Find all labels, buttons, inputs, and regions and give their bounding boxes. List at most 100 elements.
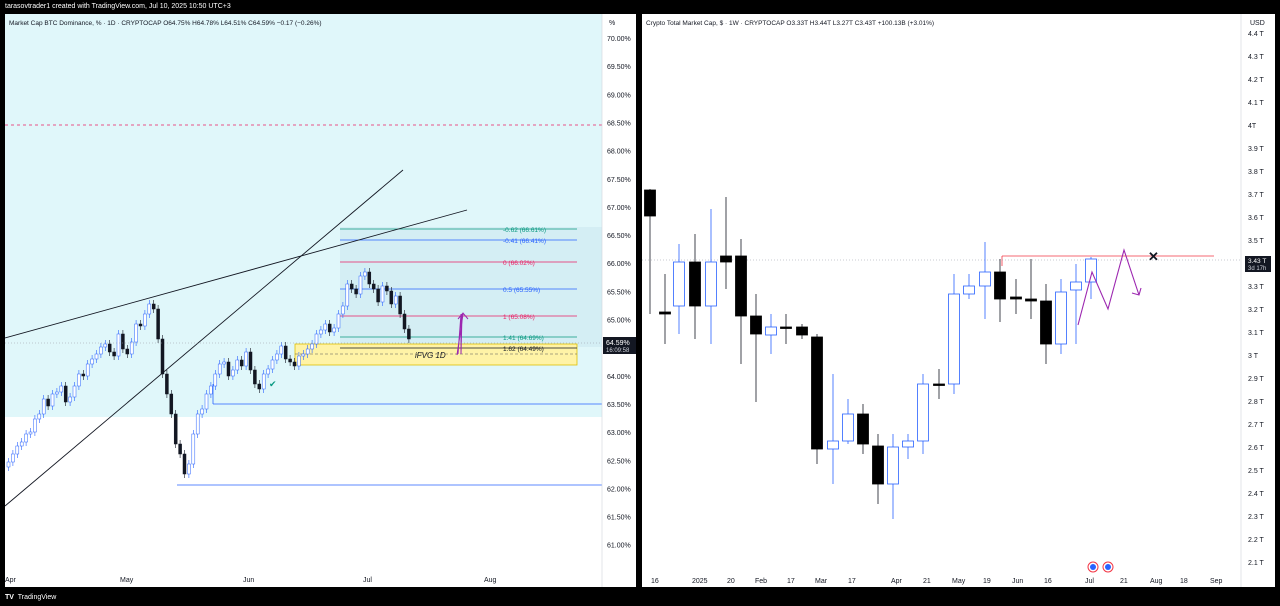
time-tick: 17 bbox=[848, 578, 856, 585]
projection-arrowhead bbox=[1131, 287, 1142, 296]
price-tick: 69.00% bbox=[607, 92, 631, 99]
current-price-tag: 64.59% 16:09:58 bbox=[603, 337, 636, 354]
total-market-cap-chart-canvas[interactable]: ✕ 4.4 T 4.3 T 4.2 T 4.1 T 4T 3.9 T 3.8 T 3.7 T 3… bbox=[642, 14, 1275, 587]
candle-body bbox=[385, 285, 389, 292]
candle-body bbox=[371, 283, 376, 290]
candle-body bbox=[253, 369, 257, 385]
time-axis[interactable]: 16 2025 20 Feb 17 Mar 17 Apr 21 May 19 Jun 16 Jul 21 Au… bbox=[651, 578, 1223, 585]
candle-body bbox=[46, 398, 50, 407]
price-axis[interactable]: 70.00% 69.50% 69.00% 68.50% 68.00% 67.50% 67.0… bbox=[607, 36, 631, 550]
flag-icon[interactable] bbox=[1102, 561, 1114, 573]
time-tick: Aug bbox=[1150, 578, 1163, 585]
fib-level-label: 0.5 (65.55%) bbox=[503, 287, 540, 294]
candle-body bbox=[125, 348, 130, 355]
projection-path[interactable] bbox=[1077, 248, 1140, 326]
candle-body bbox=[143, 313, 147, 327]
fib-level-label: 1.41 (64.69%) bbox=[503, 335, 544, 342]
candle-body bbox=[780, 326, 792, 329]
ifvg-label: iFVG 1D bbox=[415, 351, 446, 360]
candle-body bbox=[367, 271, 372, 285]
candle-body bbox=[182, 453, 187, 475]
candle-body bbox=[279, 345, 284, 355]
candle-body bbox=[327, 323, 332, 333]
candle-body bbox=[191, 433, 196, 465]
time-tick: Apr bbox=[5, 577, 17, 584]
candle-body bbox=[979, 271, 991, 287]
candle-body bbox=[659, 311, 671, 315]
total-market-cap-chart[interactable]: ✕ 4.4 T 4.3 T 4.2 T 4.1 T 4T 3.9 T 3.8 T 3.7 T 3… bbox=[642, 14, 1275, 587]
candle-body bbox=[1085, 258, 1097, 283]
price-tick: 3.6 T bbox=[1248, 215, 1265, 222]
candle-body bbox=[354, 288, 358, 295]
ifvg-zone[interactable] bbox=[294, 343, 578, 366]
time-axis[interactable]: Apr May Jun Jul Aug bbox=[5, 577, 497, 584]
candle-body bbox=[720, 255, 732, 263]
candle-body bbox=[41, 398, 46, 415]
time-tick: 19 bbox=[983, 578, 991, 585]
time-tick: 16 bbox=[1044, 578, 1052, 585]
time-tick: 17 bbox=[787, 578, 795, 585]
candle-body bbox=[1070, 281, 1082, 291]
time-tick: Feb bbox=[755, 578, 767, 585]
price-tick: 2.5 T bbox=[1248, 468, 1265, 475]
price-tick: 2.9 T bbox=[1248, 376, 1265, 383]
btc-dominance-chart[interactable]: iFVG 1D -0.62 (66.61%) -0.41 (66.41%) 0 (6… bbox=[5, 14, 636, 587]
candle-body bbox=[6, 461, 11, 468]
current-price-value: 3.43 T bbox=[1248, 258, 1266, 265]
projection-arrow[interactable] bbox=[457, 313, 463, 355]
price-tick: 3.3 T bbox=[1248, 284, 1265, 291]
fib-retracement[interactable]: -0.62 (66.61%) -0.41 (66.41%) 0 (66.02%) 0.… bbox=[340, 227, 577, 353]
price-tick: 3.1 T bbox=[1248, 330, 1265, 337]
candle-body bbox=[63, 385, 68, 403]
price-axis[interactable]: 4.4 T 4.3 T 4.2 T 4.1 T 4T 3.9 T 3.8 T 3.7 T 3.6… bbox=[1248, 31, 1265, 567]
candle-body bbox=[37, 413, 42, 420]
candle-body bbox=[138, 323, 143, 327]
candle-body bbox=[735, 255, 747, 317]
candle-body bbox=[288, 358, 292, 363]
target-x-icon[interactable]: ✕ bbox=[1148, 249, 1159, 264]
time-tick: 21 bbox=[923, 578, 931, 585]
candle-body bbox=[94, 353, 99, 360]
candle-body bbox=[90, 358, 94, 365]
price-tick: 65.50% bbox=[607, 289, 631, 296]
candle-body bbox=[389, 290, 394, 305]
price-tick: 3.9 T bbox=[1248, 146, 1265, 153]
price-tick: 2.4 T bbox=[1248, 491, 1265, 498]
price-tick: 63.00% bbox=[607, 430, 631, 437]
candle-body bbox=[85, 363, 90, 377]
price-tick: 3.5 T bbox=[1248, 238, 1265, 245]
price-tick: 2.3 T bbox=[1248, 514, 1265, 521]
candle-body bbox=[270, 359, 275, 370]
price-tick: 65.00% bbox=[607, 318, 631, 325]
candle-body bbox=[239, 359, 244, 367]
trendline-steep[interactable] bbox=[5, 169, 404, 507]
candle-body bbox=[156, 308, 160, 340]
price-tick: 3 T bbox=[1248, 353, 1259, 360]
price-axis-unit: USD bbox=[1250, 20, 1265, 27]
candle-body bbox=[15, 445, 20, 455]
candle-body bbox=[173, 413, 178, 445]
candle-body bbox=[827, 440, 839, 450]
candle-body bbox=[402, 313, 407, 330]
candle-body bbox=[332, 327, 336, 333]
candle-body bbox=[705, 261, 717, 307]
tradingview-footer: TV TradingView bbox=[0, 590, 1280, 606]
price-axis-unit: % bbox=[609, 20, 615, 27]
flag-icon[interactable] bbox=[1087, 561, 1099, 573]
time-tick: May bbox=[120, 577, 134, 584]
candle-body bbox=[341, 305, 345, 315]
candles bbox=[644, 189, 1097, 519]
time-tick: Sep bbox=[1210, 578, 1223, 585]
candle-body bbox=[178, 443, 182, 455]
candle-body bbox=[116, 333, 121, 357]
candle-body bbox=[319, 329, 323, 335]
btc-dominance-chart-canvas[interactable]: iFVG 1D -0.62 (66.61%) -0.41 (66.41%) 0 (6… bbox=[5, 14, 636, 587]
fib-zone-shade bbox=[340, 227, 602, 347]
trendline-shallow[interactable] bbox=[5, 209, 468, 339]
price-tick: 4.4 T bbox=[1248, 31, 1265, 38]
candle-body bbox=[72, 385, 77, 398]
candle-body bbox=[358, 275, 363, 295]
projection-arrow-curve[interactable] bbox=[456, 312, 469, 356]
candle-body bbox=[59, 385, 64, 393]
time-tick: Jul bbox=[363, 577, 372, 584]
